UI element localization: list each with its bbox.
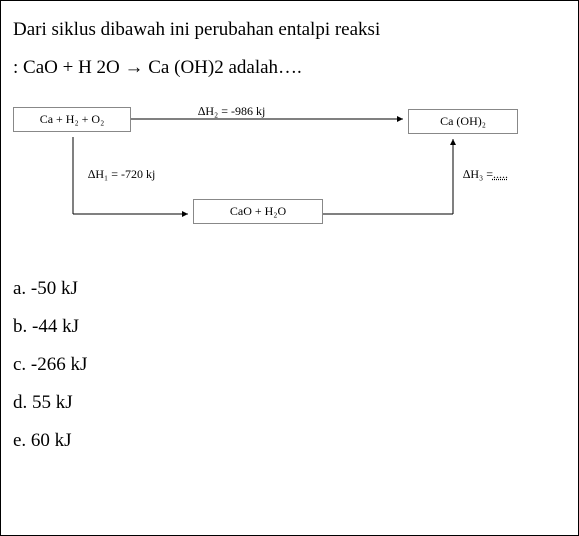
label-dh2: ∆H₂ = -986 kj <box>198 104 265 119</box>
node-reactants: Ca + H₂ + O₂ <box>13 107 131 132</box>
label-dh3-blank: ..... <box>493 167 508 181</box>
answer-options: a. -50 kJ b. -44 kJ c. -266 kJ d. 55 kJ … <box>13 270 562 460</box>
node-intermediate: CaO + H₂O <box>193 199 323 224</box>
label-dh3-prefix: ∆H₃ = <box>463 167 493 181</box>
node-product: Ca (OH)₂ <box>408 109 518 134</box>
label-dh3: ∆H₃ =..... <box>463 167 508 182</box>
option-e: e. 60 kJ <box>13 422 562 460</box>
option-d: d. 55 kJ <box>13 384 562 422</box>
option-b: b. -44 kJ <box>13 308 562 346</box>
question-text: Dari siklus dibawah ini perubahan entalp… <box>13 11 562 87</box>
enthalpy-cycle-diagram: Ca + H₂ + O₂ Ca (OH)₂ CaO + H₂O ∆H₂ = -9… <box>13 99 553 264</box>
question-line-2: : CaO + H 2O → Ca (OH)2 adalah…. <box>13 49 562 87</box>
option-a: a. -50 kJ <box>13 270 562 308</box>
option-c: c. -266 kJ <box>13 346 562 384</box>
label-dh1: ∆H₁ = -720 kj <box>88 167 155 182</box>
question-line-1: Dari siklus dibawah ini perubahan entalp… <box>13 11 562 49</box>
question-container: Dari siklus dibawah ini perubahan entalp… <box>0 0 579 536</box>
